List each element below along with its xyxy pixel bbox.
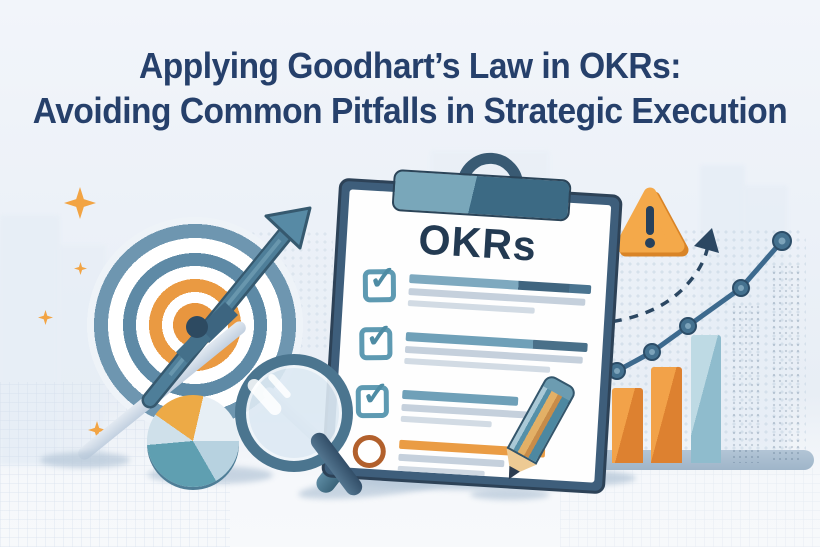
sparkle-icon [64, 187, 96, 219]
text-lines [407, 271, 592, 317]
checkbox-checked-icon: ✓ [359, 317, 393, 361]
clipboard-paper: OKRs ✓ ✓ ✓ [332, 189, 612, 483]
page-title: Applying Goodhart’s Law in OKRs: Avoidin… [0, 44, 820, 133]
pie-chart [147, 395, 239, 487]
bar-4 [731, 304, 761, 463]
bar-2 [651, 367, 682, 463]
checklist-row: ✓ [362, 259, 592, 317]
bar-5 [771, 264, 801, 463]
checkbox-checked-icon: ✓ [362, 259, 397, 303]
bar-3 [691, 335, 721, 463]
checkmark-icon: ✓ [365, 316, 394, 355]
checklist-row: ✓ [358, 317, 588, 375]
title-line-2: Avoiding Common Pitfalls in Strategic Ex… [32, 89, 788, 131]
text-lines [404, 329, 588, 375]
checkmark-icon: ✓ [368, 259, 397, 297]
shadow [40, 452, 130, 468]
checkmark-icon: ✓ [361, 374, 390, 413]
bar-1 [612, 388, 643, 463]
unchecked-circle-icon [352, 434, 386, 469]
title-line-1: Applying Goodhart’s Law in OKRs: [139, 45, 681, 86]
checkbox-checked-icon: ✓ [355, 375, 390, 419]
shadow [470, 489, 550, 500]
skyline-left-block [0, 215, 60, 465]
okrs-clipboard: OKRs ✓ ✓ ✓ [321, 150, 623, 495]
